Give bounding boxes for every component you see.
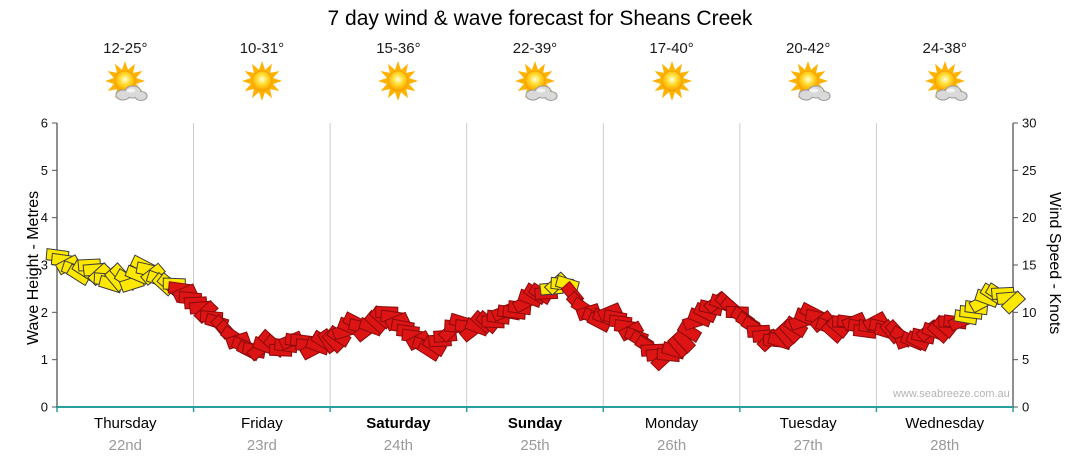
day-temp-range: 24-38° xyxy=(922,40,967,57)
day-temp-range: 12-25° xyxy=(103,40,148,57)
day-name-label: Monday xyxy=(644,415,699,432)
day-name-label: Sunday xyxy=(507,415,563,432)
page-title: 7 day wind & wave forecast for Sheans Cr… xyxy=(327,7,753,30)
wind-flag xyxy=(671,328,697,354)
right-tick-label: 20 xyxy=(1022,210,1036,225)
left-tick-label: 6 xyxy=(41,116,48,131)
day-temp-range: 15-36° xyxy=(376,40,421,57)
right-tick-label: 25 xyxy=(1022,163,1036,178)
day-header-saturday: 15-36° xyxy=(330,40,467,104)
left-tick-label: 5 xyxy=(41,163,48,178)
right-axis-label: Wind Speed - Knots xyxy=(1046,192,1063,335)
cloud-shape xyxy=(798,85,831,102)
left-axis-label: Wave Height - Metres xyxy=(25,190,42,345)
sun-cloud-icon xyxy=(57,60,194,104)
right-tick-label: 0 xyxy=(1022,400,1029,415)
day-name-label: Wednesday xyxy=(905,415,985,432)
day-footer-tuesday: Tuesday 27th xyxy=(740,415,877,454)
cloud-shape xyxy=(525,85,558,102)
day-date-label: 25th xyxy=(520,437,550,454)
right-tick-label: 5 xyxy=(1022,352,1029,367)
right-tick-label: 30 xyxy=(1022,116,1036,131)
day-date-label: 27th xyxy=(793,437,823,454)
day-footer-saturday: Saturday 24th xyxy=(330,415,467,454)
day-header-tuesday: 20-42° xyxy=(740,40,877,104)
left-tick-label: 3 xyxy=(41,258,48,273)
day-date-label: 22nd xyxy=(108,437,142,454)
day-name-label: Thursday xyxy=(94,415,157,432)
day-date-label: 26th xyxy=(656,437,687,454)
day-date-label: 24th xyxy=(383,437,413,454)
day-footer-thursday: Thursday 22nd xyxy=(57,415,194,454)
wind-flag xyxy=(676,320,703,344)
day-header-monday: 17-40° xyxy=(603,40,740,104)
day-footer-monday: Monday 26th xyxy=(603,415,740,454)
sun-icon xyxy=(603,60,740,104)
day-temp-range: 22-39° xyxy=(512,40,558,57)
day-footer-friday: Friday 23rd xyxy=(194,415,331,454)
right-tick-label: 15 xyxy=(1022,258,1036,273)
day-temp-range: 10-31° xyxy=(239,40,285,57)
day-header-wednesday: 24-38° xyxy=(876,40,1013,104)
day-name-label: Saturday xyxy=(366,415,431,432)
left-tick-label: 4 xyxy=(41,210,48,225)
left-tick-label: 0 xyxy=(41,400,48,415)
right-tick-label: 10 xyxy=(1022,305,1036,320)
sun-cloud-icon xyxy=(876,60,1013,104)
day-footer-sunday: Sunday 25th xyxy=(467,415,604,454)
sun-cloud-icon xyxy=(467,60,604,104)
day-name-label: Tuesday xyxy=(779,415,837,432)
day-date-label: 23rd xyxy=(246,437,277,454)
cloud-shape xyxy=(115,85,148,102)
sun-icon xyxy=(194,60,331,104)
sun-cloud-icon xyxy=(740,60,877,104)
day-header-sunday: 22-39° xyxy=(467,40,604,104)
day-header-thursday: 12-25° xyxy=(57,40,194,104)
day-name-label: Friday xyxy=(241,415,283,432)
day-header-friday: 10-31° xyxy=(194,40,331,104)
sun-icon xyxy=(330,60,467,104)
cloud-shape xyxy=(935,85,968,102)
wind-flag xyxy=(1000,290,1027,315)
day-temp-range: 20-42° xyxy=(786,40,831,57)
day-temp-range: 17-40° xyxy=(649,40,694,57)
day-footer-wednesday: Wednesday 28th xyxy=(876,415,1013,454)
left-tick-label: 1 xyxy=(41,352,48,367)
day-date-label: 28th xyxy=(930,437,960,454)
left-tick-label: 2 xyxy=(41,305,48,320)
watermark: www.seabreeze.com.au xyxy=(893,388,1010,400)
